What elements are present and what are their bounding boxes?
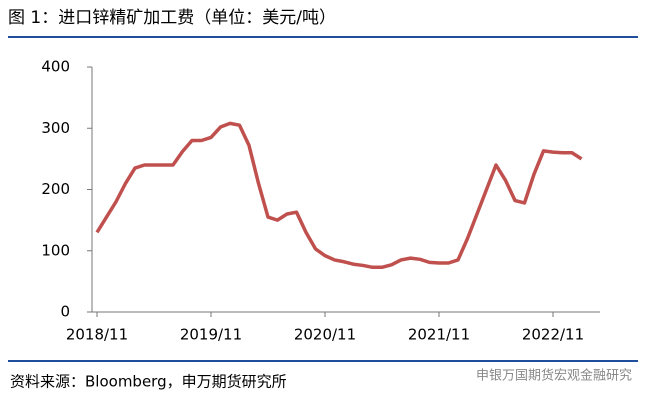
x-tick-label: 2019/11 [180, 326, 242, 344]
y-tick-label: 300 [41, 119, 70, 137]
x-tick-label: 2020/11 [294, 326, 356, 344]
data-line [95, 121, 583, 270]
x-tick-label: 2021/11 [408, 326, 470, 344]
y-tick-label: 400 [41, 58, 70, 76]
y-tick-label: 200 [41, 180, 70, 198]
source-note: 资料来源：Bloomberg，申万期货研究所 [10, 373, 287, 391]
x-tick-label: 2018/11 [66, 326, 128, 344]
watermark: 申银万国期货宏观金融研究 [476, 368, 632, 384]
y-tick-label: 100 [41, 241, 70, 259]
chart-title: 图 1：进口锌精矿加工费（单位：美元/吨） [8, 8, 336, 28]
y-tick-label: 0 [60, 303, 70, 321]
x-tick-label: 2022/11 [522, 326, 584, 344]
